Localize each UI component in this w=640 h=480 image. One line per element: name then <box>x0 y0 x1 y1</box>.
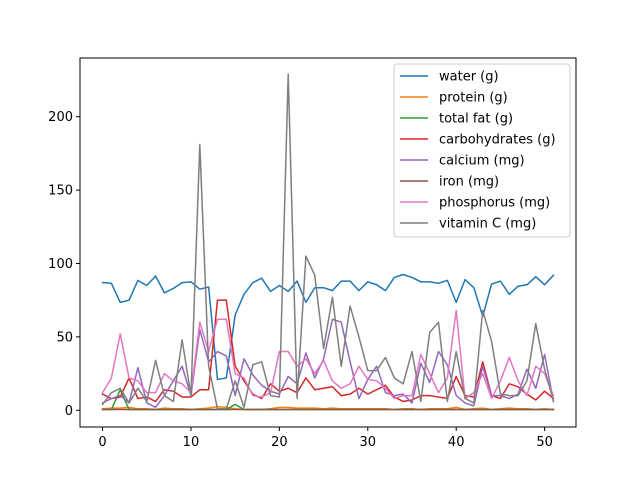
x-tick-label: 30 <box>360 435 377 450</box>
x-tick-label: 10 <box>183 435 200 450</box>
x-tick-label: 20 <box>271 435 288 450</box>
series-line-6 <box>101 309 555 400</box>
legend-label-4: calcium (mg) <box>439 154 525 169</box>
axes-border <box>79 57 577 428</box>
y-axis: 0 50 100 150 200 <box>48 110 80 419</box>
y-tick-label: 200 <box>48 110 73 125</box>
y-tick-label: 50 <box>56 330 73 345</box>
series-line-7 <box>101 73 555 410</box>
x-axis: 0 10 20 30 40 50 <box>98 427 553 450</box>
y-tick-label: 0 <box>65 404 73 419</box>
legend: water (g) protein (g) total fat (g) carbohy… <box>393 63 571 238</box>
legend-label-0: water (g) <box>439 70 499 85</box>
x-tick-label: 0 <box>98 435 106 450</box>
y-tick-label: 150 <box>48 184 73 199</box>
legend-label-5: iron (mg) <box>439 175 499 190</box>
legend-label-6: phosphorus (mg) <box>439 196 550 211</box>
legend-label-7: vitamin C (mg) <box>439 217 536 232</box>
y-tick-label: 100 <box>48 257 73 272</box>
legend-label-3: carbohydrates (g) <box>439 133 556 148</box>
x-tick-label: 40 <box>448 435 465 450</box>
legend-label-2: total fat (g) <box>439 112 513 127</box>
axes-frame <box>79 57 577 428</box>
series-layer <box>101 73 555 411</box>
series-line-3 <box>101 299 555 403</box>
x-tick-label: 50 <box>536 435 553 450</box>
legend-label-1: protein (g) <box>439 91 508 106</box>
legend-box <box>393 63 571 238</box>
series-line-0 <box>101 273 555 381</box>
